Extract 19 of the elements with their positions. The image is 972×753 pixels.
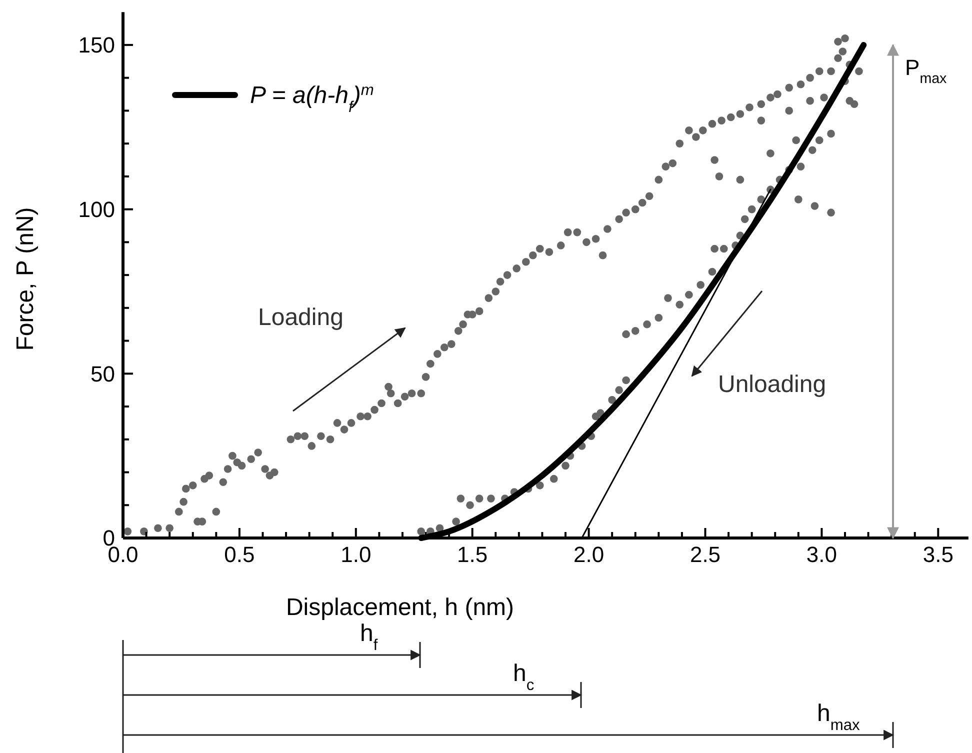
y-tick-label: 100	[78, 197, 115, 222]
legend-label: P = a(h-h$_{f}$)$^{m}$	[250, 82, 374, 116]
annotation: P$_{max}$	[905, 55, 947, 87]
y-axis-title: Force, P (nN)	[12, 207, 39, 351]
annotation: Loading	[258, 304, 344, 331]
x-tick-label: 2.5	[690, 542, 721, 567]
x-tick-label: 3.5	[922, 542, 954, 567]
x-tick-label: 3.0	[806, 542, 837, 567]
y-tick-label: 150	[78, 32, 115, 58]
text: h$_{c}$	[513, 660, 534, 694]
annotation: Unloading	[718, 371, 826, 398]
x-tick-label: 0.5	[224, 542, 255, 567]
text: h$_{max}$	[817, 700, 860, 734]
x-axis-title: Displacement, h (nm)	[286, 594, 514, 621]
x-tick-label: 1.0	[340, 542, 372, 567]
x-tick-label: 2.0	[574, 542, 604, 567]
x-tick-label: 1.5	[457, 542, 488, 567]
y-tick-label: 50	[90, 361, 115, 386]
text: h$_{f}$	[360, 620, 378, 654]
